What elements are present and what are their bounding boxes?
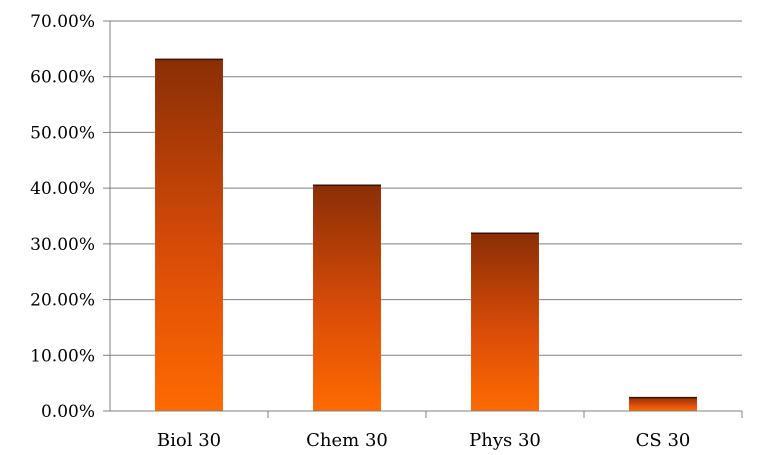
y-tick-label: 20.00%	[30, 291, 95, 311]
bars	[155, 58, 697, 412]
y-tick-label: 60.00%	[30, 68, 95, 88]
y-tick-label: 50.00%	[30, 123, 95, 143]
axes	[103, 20, 743, 418]
y-tick-label: 70.00%	[30, 12, 95, 32]
x-tick-label: Biol 30	[157, 430, 221, 451]
x-tick-label: Chem 30	[306, 430, 388, 451]
labels: 0.00% 10.00% 20.00% 30.00% 40.00% 50.00% 60.00…	[30, 12, 690, 451]
x-tick-label: CS 30	[636, 430, 691, 451]
y-tick-label: 30.00%	[30, 235, 95, 255]
y-tick-label: 40.00%	[30, 179, 95, 199]
bar	[155, 58, 223, 412]
bar	[313, 184, 381, 411]
x-tick-label: Phys 30	[469, 430, 541, 451]
y-tick-label: 10.00%	[30, 346, 95, 366]
y-tick-label: 0.00%	[41, 402, 95, 422]
bar	[471, 232, 539, 411]
bar	[629, 397, 697, 411]
